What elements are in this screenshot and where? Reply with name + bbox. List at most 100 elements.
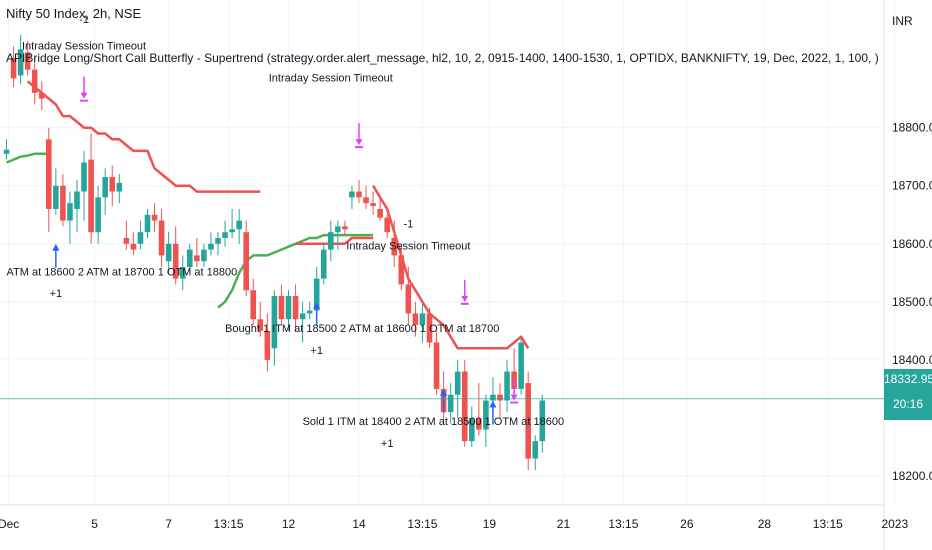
time-tick-label: 28 [758,517,772,531]
candle-body [151,214,158,221]
candle [469,406,475,447]
price-axis[interactable]: 18800.00 18700.00 18600.00 18500.00 18400.00… [892,121,932,483]
candle-body [532,441,539,459]
candle-body [476,417,482,430]
candle-body [116,182,123,192]
candle-body [342,226,348,230]
candle-body [109,177,116,192]
candle [504,359,510,413]
grid [0,0,896,550]
price-tick-label: 18600.00 [892,237,932,251]
time-tick-label: 5 [91,517,98,531]
trade-annotation: Intraday Session Timeout [22,40,146,52]
time-tick-label: 19 [483,517,497,531]
arrow-head [313,301,321,309]
candle [24,40,31,76]
candle [384,214,390,238]
candle-body [412,313,419,326]
arrow-head [510,394,518,401]
candle-body [419,313,426,326]
candle [88,133,94,244]
time-tick-label: 13:15 [214,517,244,531]
candle [320,243,327,285]
candle-body [165,243,172,262]
candle-body [215,237,221,244]
time-axis[interactable]: Dec 5 7 13:15 12 14 13:15 19 21 13:15 26 28 13:15 202… [0,517,908,531]
candle-body [60,185,66,221]
candle [144,208,151,238]
candle [3,139,10,160]
candle-body [497,394,503,401]
candle [433,330,440,395]
candle [447,383,454,424]
candle [306,301,313,320]
supertrend-lines [6,80,530,350]
price-tick-label: 18400.00 [892,353,932,367]
time-tick-label: 21 [557,517,571,531]
candle-body [208,243,214,250]
time-tick-label: 13:15 [813,517,843,531]
candle-body [3,149,10,154]
candle-body [130,243,137,250]
candle-body [250,290,257,320]
signal-markers [52,76,519,425]
price-tick-label: 18700.00 [892,179,932,193]
candle [208,232,214,256]
candle [250,278,257,326]
candle [109,165,116,207]
candle-body [10,58,17,79]
candle [335,220,341,250]
trade-annotation: Bought 1 ITM at 18500 2 ATM at 18600 1 O… [225,323,499,335]
candle-body [31,69,38,93]
candle-body [88,159,94,233]
symbol-title[interactable]: Nifty 50 Index, 2h, NSE [6,6,142,21]
exit-arrow-icon [80,76,89,102]
candle-body [102,177,108,198]
candle-body [469,417,475,442]
candle [518,336,524,395]
candle [229,208,235,238]
candle [215,232,221,256]
candle-body [74,191,80,209]
trade-annotation: Intraday Session Timeout [269,72,393,84]
candle [285,290,292,331]
candle-body [391,237,398,256]
candle [102,168,108,215]
candle [81,150,87,221]
candle-body [285,296,292,320]
candle-body [179,267,186,279]
trade-annotation: +1 [381,438,394,450]
candle [116,174,123,204]
price-tick-label: 18500.00 [892,295,932,309]
candle [405,267,412,326]
arrow-head [489,400,497,408]
supertrend-down-line [295,236,374,246]
candle [328,220,334,262]
candle-body [490,394,496,401]
candle-body [398,255,405,285]
trade-annotation: ATM at 18600 2 ATM at 18700 1 OTM at 188… [7,267,238,279]
candle [264,313,271,372]
candle [74,179,80,233]
candle [17,34,24,85]
trade-annotation: Sold 1 ITM at 18400 2 ATM at 18500 1 OTM… [303,416,565,428]
candle [271,290,278,366]
candle [60,174,66,227]
candle [398,243,405,291]
candle-body [483,400,489,430]
candle [299,301,306,343]
candle [363,185,369,209]
candle-body [222,232,228,238]
supertrend-down-line [26,80,261,193]
indicator-title[interactable]: APIBridge Long/Short Call Butterfly - Su… [6,51,879,65]
candle [187,243,193,273]
candle [172,226,179,285]
candle [426,307,433,349]
candle-body [194,255,200,262]
bar-countdown-badge: 20:16 [884,389,932,420]
candle [391,220,398,268]
candle [476,383,482,436]
candle [130,232,137,256]
candle-body [95,197,101,233]
